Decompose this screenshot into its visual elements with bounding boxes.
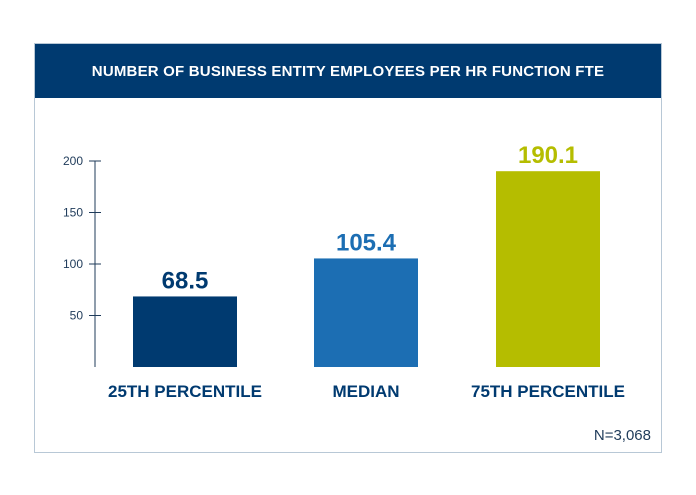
y-tick-label: 150	[63, 206, 83, 220]
bar-chart: 50 100 150 200 68.5 25TH PERCENTILE 105.4 MEDIA…	[63, 142, 625, 401]
sample-size-note: N=3,068	[593, 427, 651, 444]
x-category-label: 75TH PERCENTILE	[471, 382, 625, 401]
chart-title: NUMBER OF BUSINESS ENTITY EMPLOYEES PER …	[91, 62, 605, 80]
x-category-label: 25TH PERCENTILE	[108, 382, 262, 401]
y-tick-label: 200	[63, 154, 83, 168]
y-tick-label: 100	[63, 257, 83, 271]
bar-value-label: 190.1	[518, 142, 578, 169]
bar	[496, 171, 600, 367]
x-category-label: MEDIAN	[332, 382, 399, 401]
y-tick-label: 50	[70, 309, 84, 323]
chart-card: NUMBER OF BUSINESS ENTITY EMPLOYEES PER …	[34, 43, 662, 453]
chart-title-bar: NUMBER OF BUSINESS ENTITY EMPLOYEES PER …	[35, 44, 661, 98]
bar	[133, 296, 237, 367]
bar-value-label: 68.5	[162, 267, 209, 294]
bar-value-label: 105.4	[336, 229, 397, 256]
bar	[314, 258, 418, 367]
